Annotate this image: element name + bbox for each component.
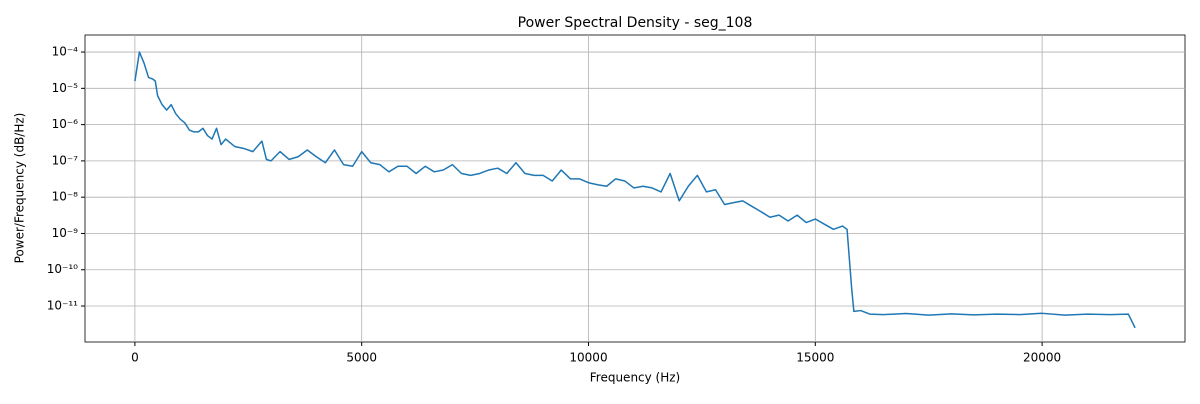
x-tick-label: 5000: [346, 351, 377, 365]
x-tick-label: 15000: [796, 351, 834, 365]
x-tick-label: 20000: [1023, 351, 1061, 365]
y-axis-label: Power/Frequency (dB/Hz): [13, 113, 27, 264]
x-tick-label: 10000: [569, 351, 607, 365]
y-tick-label: 10⁻⁷: [52, 153, 79, 167]
y-tick-label: 10⁻¹⁰: [47, 262, 78, 276]
y-tick-label: 10⁻⁸: [52, 190, 79, 204]
y-tick-label: 10⁻⁹: [52, 226, 79, 240]
x-tick-label: 0: [131, 351, 139, 365]
line: [134, 51, 1136, 329]
y-tick-label: 10⁻⁶: [52, 117, 79, 131]
y-tick-label: 10⁻⁵: [52, 81, 79, 95]
x-axis-label: Frequency (Hz): [590, 371, 681, 385]
y-tick-label: 10⁻¹¹: [47, 299, 78, 313]
plot-frame: [84, 34, 1186, 343]
chart-title: Power Spectral Density - seg_108: [518, 15, 753, 31]
y-tick-label: 10⁻⁴: [52, 45, 79, 59]
